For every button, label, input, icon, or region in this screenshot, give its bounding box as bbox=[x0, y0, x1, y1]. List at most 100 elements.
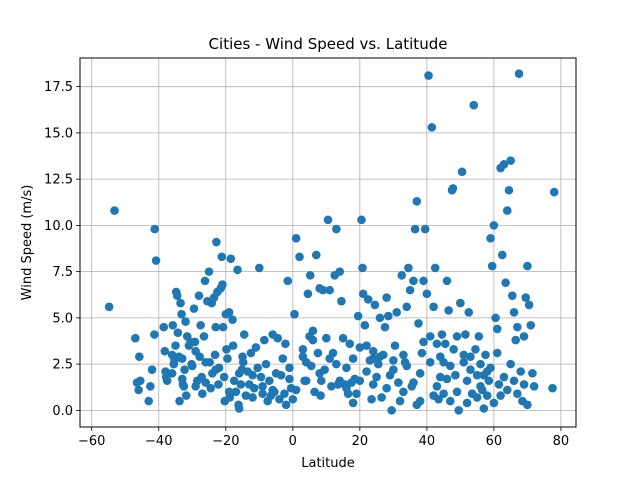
data-point bbox=[491, 313, 500, 323]
data-point bbox=[412, 197, 422, 206]
data-point bbox=[456, 298, 465, 308]
data-point bbox=[316, 391, 325, 400]
data-point bbox=[335, 267, 345, 276]
data-point bbox=[199, 332, 209, 341]
data-point bbox=[466, 365, 475, 374]
data-point bbox=[265, 376, 274, 386]
y-tick-label: 7.5 bbox=[52, 265, 73, 280]
data-point bbox=[474, 332, 484, 341]
data-point bbox=[425, 332, 435, 341]
data-point bbox=[368, 354, 378, 363]
data-point bbox=[196, 320, 205, 330]
data-point bbox=[489, 398, 499, 408]
data-point bbox=[318, 285, 328, 295]
data-point bbox=[494, 380, 504, 389]
data-point bbox=[172, 291, 182, 300]
x-tick-label: 80 bbox=[553, 434, 570, 449]
data-point bbox=[291, 234, 301, 243]
axis-ticks: −60 −40 −20 0 20 40 60 80 0.0 2.5 5.0 7.5 10.0 12.5 15… bbox=[44, 80, 569, 449]
y-tick-label: 15.0 bbox=[44, 126, 73, 141]
data-point bbox=[419, 337, 428, 347]
data-point bbox=[479, 370, 489, 380]
y-tick-label: 12.5 bbox=[44, 173, 73, 188]
data-point bbox=[367, 394, 376, 404]
data-point bbox=[404, 263, 413, 273]
data-point bbox=[405, 285, 415, 295]
data-point bbox=[471, 345, 480, 354]
data-point bbox=[472, 393, 482, 402]
data-point bbox=[181, 391, 191, 400]
x-tick-label: 60 bbox=[486, 434, 503, 449]
data-point bbox=[352, 389, 361, 399]
data-point bbox=[402, 302, 412, 312]
data-point bbox=[228, 315, 237, 325]
data-point bbox=[462, 376, 472, 386]
data-point bbox=[432, 382, 442, 391]
data-point bbox=[258, 389, 267, 399]
data-point bbox=[223, 354, 232, 363]
data-point bbox=[191, 382, 200, 391]
data-point bbox=[502, 385, 512, 395]
data-point bbox=[288, 394, 298, 404]
data-point bbox=[446, 361, 455, 371]
data-point bbox=[305, 271, 315, 280]
data-point bbox=[315, 369, 324, 378]
data-point bbox=[355, 376, 365, 386]
data-point bbox=[167, 369, 177, 378]
data-point bbox=[162, 376, 172, 386]
data-point bbox=[168, 320, 178, 330]
data-point bbox=[511, 335, 520, 345]
data-point bbox=[212, 237, 221, 247]
data-point bbox=[430, 263, 440, 273]
data-point bbox=[526, 320, 536, 330]
data-point bbox=[513, 322, 522, 332]
chart-title: Cities - Wind Speed vs. Latitude bbox=[209, 35, 448, 53]
x-axis-label: Latitude bbox=[301, 456, 355, 471]
data-point bbox=[432, 339, 442, 349]
data-point bbox=[358, 289, 368, 299]
data-point bbox=[440, 339, 450, 349]
data-point bbox=[171, 341, 180, 350]
data-point bbox=[256, 372, 266, 382]
data-point bbox=[382, 293, 391, 302]
data-point bbox=[360, 320, 370, 330]
data-point bbox=[180, 365, 189, 374]
data-point bbox=[177, 354, 187, 363]
data-point bbox=[337, 296, 346, 306]
data-point bbox=[306, 361, 316, 371]
data-point bbox=[201, 378, 210, 387]
data-point bbox=[384, 311, 393, 321]
data-point bbox=[353, 311, 363, 321]
data-point bbox=[298, 345, 308, 354]
plot-area-frame bbox=[79, 57, 577, 428]
data-point bbox=[528, 369, 537, 378]
data-point bbox=[514, 69, 524, 79]
data-point bbox=[204, 267, 214, 276]
data-point bbox=[504, 185, 514, 195]
data-point bbox=[439, 389, 448, 399]
y-tick-label: 17.5 bbox=[44, 80, 73, 95]
data-point bbox=[206, 383, 216, 393]
data-points bbox=[104, 69, 559, 415]
data-point bbox=[146, 382, 155, 391]
data-point bbox=[420, 224, 430, 234]
data-point bbox=[390, 341, 400, 350]
data-point bbox=[211, 322, 221, 332]
data-point bbox=[464, 308, 474, 317]
data-point bbox=[481, 350, 490, 360]
data-point bbox=[489, 221, 499, 230]
data-point bbox=[399, 387, 408, 397]
data-point bbox=[422, 289, 432, 299]
data-point bbox=[362, 341, 371, 350]
data-point bbox=[218, 280, 227, 289]
data-point bbox=[231, 387, 241, 397]
data-point bbox=[375, 352, 385, 362]
data-point bbox=[486, 234, 495, 243]
data-point bbox=[233, 265, 242, 275]
data-point bbox=[239, 330, 249, 339]
data-point bbox=[301, 376, 311, 386]
data-point bbox=[144, 396, 154, 406]
data-point bbox=[298, 352, 308, 362]
data-point bbox=[189, 304, 199, 313]
data-point bbox=[459, 357, 469, 367]
